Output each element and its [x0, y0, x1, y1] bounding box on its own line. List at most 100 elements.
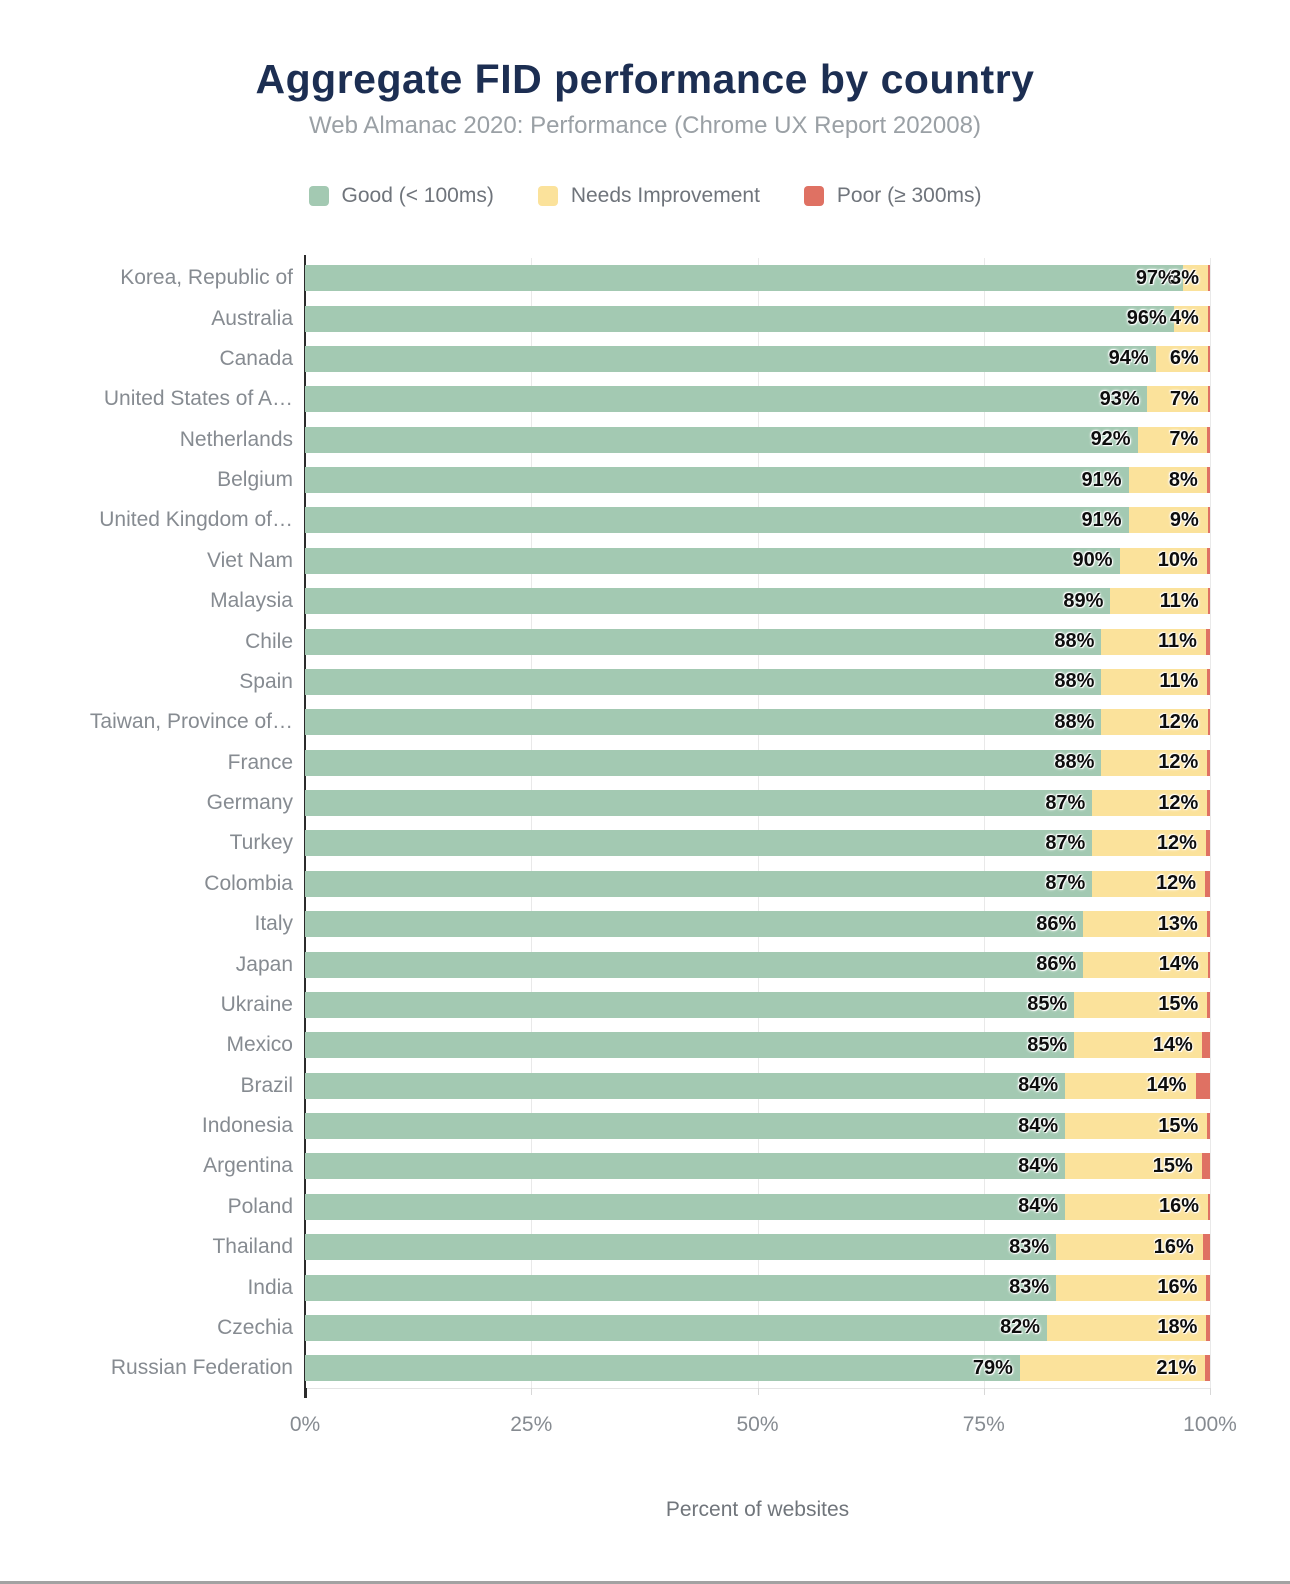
bar-segment-needs-improvement: 15%: [1065, 1153, 1202, 1180]
bar-row: Japan 86% 14%: [0, 944, 1290, 984]
bar-row: United Kingdom of… 91% 9%: [0, 500, 1290, 540]
needs-improvement-value-label: 11%: [1157, 630, 1197, 653]
country-label: Japan: [235, 952, 293, 976]
page-title: Aggregate FID performance by country: [255, 56, 1035, 102]
needs-improvement-value-label: 9%: [1169, 508, 1199, 531]
good-value-label: 88%: [1054, 630, 1095, 653]
bar-segment-needs-improvement: 16%: [1056, 1234, 1203, 1261]
x-tick-label: 25%: [510, 1413, 553, 1436]
needs-improvement-value-label: 11%: [1159, 589, 1199, 612]
good-value-label: 87%: [1045, 872, 1086, 895]
legend-item-poor: Poor (≥ 300ms): [803, 184, 982, 208]
country-label: Brazil: [240, 1073, 293, 1097]
country-label: Russian Federation: [110, 1356, 293, 1380]
bar-row: Korea, Republic of 97% 3%: [0, 258, 1290, 298]
bar-segment-needs-improvement: 21%: [1019, 1355, 1206, 1382]
bar-segment-good: 94%: [305, 345, 1156, 372]
bar-segment-poor: [1207, 426, 1210, 453]
bar-segment-poor: [1207, 265, 1210, 292]
bar-segment-poor: [1202, 1234, 1210, 1261]
bar-segment-poor: [1207, 305, 1210, 332]
legend: Good (< 100ms) Needs Improvement Poor (≥…: [0, 184, 1290, 208]
country-label: United States of A…: [103, 387, 293, 411]
good-value-label: 86%: [1036, 912, 1077, 935]
axis-tick: [531, 1388, 533, 1395]
bar-segment-good: 84%: [305, 1153, 1066, 1180]
bar-row: Belgium 91% 8%: [0, 460, 1290, 500]
bar-segment-needs-improvement: 11%: [1101, 668, 1208, 695]
good-value-label: 84%: [1018, 1114, 1059, 1137]
bar-segment-good: 97%: [305, 265, 1183, 292]
good-value-label: 89%: [1063, 589, 1104, 612]
bar-row: Poland 84% 16%: [0, 1187, 1290, 1227]
bar-row: Ukraine 85% 15%: [0, 985, 1290, 1025]
bar-row: Turkey 87% 12%: [0, 823, 1290, 863]
bar-track: 83% 16%: [305, 1274, 1210, 1301]
bar-segment-good: 86%: [305, 951, 1084, 978]
legend-item-needs-improvement: Needs Improvement: [537, 184, 760, 208]
country-label: Malaysia: [210, 589, 293, 613]
bar-track: 82% 18%: [305, 1314, 1210, 1341]
needs-improvement-value-label: 15%: [1152, 1154, 1193, 1177]
bar-track: 91% 8%: [305, 467, 1210, 494]
bar-segment-good: 88%: [305, 668, 1102, 695]
good-value-label: 90%: [1072, 549, 1113, 572]
bar-row: Czechia 82% 18%: [0, 1308, 1290, 1348]
bar-track: 96% 4%: [305, 305, 1210, 332]
needs-improvement-swatch-icon: [537, 186, 558, 206]
bar-track: 84% 15%: [305, 1153, 1210, 1180]
bar-track: 83% 16%: [305, 1234, 1210, 1261]
country-label: India: [247, 1275, 293, 1299]
good-value-label: 83%: [1009, 1235, 1050, 1258]
country-label: Germany: [206, 791, 293, 815]
bar-segment-poor: [1195, 1072, 1210, 1099]
needs-improvement-value-label: 18%: [1157, 1316, 1198, 1339]
country-label: United Kingdom of…: [99, 508, 293, 532]
bar-rows: Korea, Republic of 97% 3% Australia 96% …: [0, 258, 1290, 1389]
bar-track: 93% 7%: [305, 386, 1210, 413]
x-tick-label: 0%: [289, 1413, 321, 1436]
country-label: Chile: [245, 629, 293, 653]
bar-track: 86% 14%: [305, 951, 1210, 978]
bar-segment-poor: [1207, 588, 1210, 615]
needs-improvement-value-label: 16%: [1153, 1235, 1194, 1258]
bar-segment-needs-improvement: 11%: [1101, 628, 1206, 655]
bar-row: Thailand 83% 16%: [0, 1227, 1290, 1267]
bar-segment-good: 87%: [305, 790, 1093, 817]
needs-improvement-value-label: 12%: [1156, 831, 1197, 854]
bar-row: Argentina 84% 15%: [0, 1146, 1290, 1186]
needs-improvement-value-label: 6%: [1169, 347, 1199, 370]
bar-segment-poor: [1206, 467, 1210, 494]
bar-segment-poor: [1207, 386, 1210, 413]
bar-segment-needs-improvement: 9%: [1128, 507, 1208, 534]
good-value-label: 92%: [1090, 428, 1131, 451]
good-value-label: 84%: [1018, 1195, 1059, 1218]
bar-track: 89% 11%: [305, 588, 1210, 615]
bar-row: Germany 87% 12%: [0, 783, 1290, 823]
bar-segment-poor: [1207, 951, 1210, 978]
bar-track: 87% 12%: [305, 790, 1210, 817]
country-label: Canada: [219, 346, 293, 370]
country-label: Viet Nam: [207, 548, 293, 572]
bar-track: 84% 15%: [305, 1113, 1210, 1140]
bar-track: 88% 11%: [305, 668, 1210, 695]
bar-segment-needs-improvement: 15%: [1074, 991, 1208, 1018]
country-label: Australia: [211, 306, 293, 330]
bar-segment-needs-improvement: 16%: [1056, 1274, 1207, 1301]
bar-segment-poor: [1206, 1274, 1210, 1301]
needs-improvement-value-label: 14%: [1158, 953, 1199, 976]
bar-track: 97% 3%: [305, 265, 1210, 292]
country-label: Poland: [227, 1194, 293, 1218]
needs-improvement-value-label: 3%: [1170, 266, 1199, 289]
good-value-label: 85%: [1027, 1033, 1068, 1056]
bar-segment-poor: [1207, 749, 1210, 776]
good-swatch-icon: [308, 186, 329, 206]
bar-segment-good: 87%: [305, 830, 1093, 857]
needs-improvement-value-label: 12%: [1155, 872, 1197, 895]
country-label: Turkey: [229, 831, 293, 855]
good-value-label: 79%: [972, 1356, 1013, 1379]
good-value-label: 96%: [1126, 307, 1167, 330]
bar-track: 94% 6%: [305, 345, 1210, 372]
needs-improvement-value-label: 13%: [1157, 912, 1198, 935]
country-label: Spain: [239, 669, 293, 693]
